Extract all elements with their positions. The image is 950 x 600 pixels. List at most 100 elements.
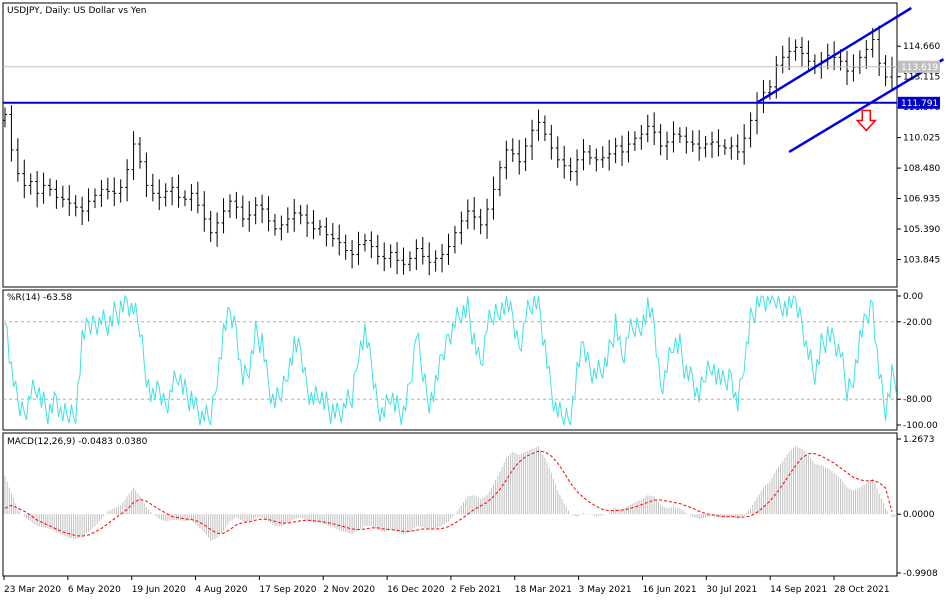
candle xyxy=(272,214,277,236)
williams-r-line xyxy=(4,294,897,426)
candle xyxy=(407,251,412,272)
channel-lower-line xyxy=(788,58,945,153)
candle xyxy=(639,124,644,150)
time-tick-label: 28 Oct 2021 xyxy=(834,585,890,595)
candle xyxy=(47,178,52,197)
candle xyxy=(581,139,586,171)
candle xyxy=(260,194,265,224)
williams-r-tick-label: 0.00 xyxy=(903,292,923,302)
candle xyxy=(266,196,271,232)
williams-r-axis: 0.00 -20.00 -80.00 -100.00 xyxy=(897,292,938,431)
macd-axis: 1.2673 0.0000 -0.9908 xyxy=(897,435,938,579)
candle xyxy=(684,126,689,154)
price-annotations xyxy=(3,6,945,153)
candle xyxy=(716,129,721,157)
price-highlight-label: 113.619 xyxy=(901,63,938,73)
candle xyxy=(729,136,734,160)
candle xyxy=(337,224,342,256)
macd-tick-label: 1.2673 xyxy=(903,435,935,445)
candle xyxy=(440,243,445,273)
candle xyxy=(60,185,65,208)
candle xyxy=(137,137,142,169)
candle xyxy=(247,201,252,232)
time-tick-label: 17 Sep 2020 xyxy=(259,585,316,595)
time-tick-label: 3 May 2021 xyxy=(579,585,632,595)
candle xyxy=(350,240,355,269)
candle xyxy=(620,135,625,166)
candle xyxy=(793,39,798,61)
candle xyxy=(504,140,509,180)
candle xyxy=(54,180,59,209)
candle xyxy=(748,112,753,148)
candle xyxy=(530,119,535,160)
candle xyxy=(864,40,869,69)
candle xyxy=(613,137,618,164)
price-tick-label: 105.390 xyxy=(903,225,940,235)
time-tick-label: 30 Jul 2021 xyxy=(706,585,757,595)
candle xyxy=(388,244,393,268)
candle xyxy=(433,250,438,272)
price-axis: 114.660113.115111.570110.025108.480106.9… xyxy=(897,42,940,265)
time-tick-label: 16 Dec 2020 xyxy=(387,585,445,595)
candle xyxy=(170,176,175,206)
candle xyxy=(163,183,168,207)
price-panel[interactable]: USDJPY, Daily: US Dollar vs Yen 114.660 1… xyxy=(2,2,945,288)
candle xyxy=(253,197,258,225)
williams-r-series xyxy=(4,294,897,426)
candle xyxy=(240,195,245,228)
williams-r-tick-label: -100.00 xyxy=(903,421,938,431)
candle xyxy=(324,217,329,247)
candle xyxy=(703,135,708,158)
candle xyxy=(215,212,220,247)
candle xyxy=(182,190,187,207)
macd-signal-series xyxy=(4,450,893,537)
price-highlight-box xyxy=(898,96,940,109)
price-tick-label: 103.845 xyxy=(903,255,940,265)
price-tick-label: 108.480 xyxy=(903,164,940,174)
candle xyxy=(317,219,322,236)
down-arrow-icon xyxy=(855,109,877,132)
candle xyxy=(645,114,650,143)
candle xyxy=(697,130,702,161)
price-tick-label: 110.025 xyxy=(903,134,940,144)
time-tick-label: 2 Nov 2020 xyxy=(323,585,375,595)
candle xyxy=(112,177,117,207)
candle xyxy=(845,50,850,86)
candle xyxy=(652,112,657,146)
macd-panel[interactable]: MACD(12,26,9) -0.0483 0.0380 1.2673 0.000… xyxy=(2,432,938,579)
candle xyxy=(600,146,605,168)
candle xyxy=(446,233,451,265)
candle xyxy=(472,197,477,230)
candle xyxy=(343,234,348,260)
candle xyxy=(28,173,33,195)
candle xyxy=(234,191,239,219)
candle xyxy=(414,239,419,271)
price-highlight-box xyxy=(898,60,940,73)
candle xyxy=(227,194,232,218)
candle xyxy=(877,25,882,77)
candle xyxy=(536,109,541,141)
candle xyxy=(478,208,483,235)
candle xyxy=(285,207,290,233)
candle xyxy=(356,231,361,265)
candle xyxy=(305,204,310,237)
candle xyxy=(105,177,110,200)
macd-signal-line xyxy=(4,450,893,537)
candle xyxy=(485,198,490,239)
candle xyxy=(626,131,631,163)
candle xyxy=(125,159,130,202)
candle xyxy=(195,181,200,214)
time-tick-label: 14 Sep 2021 xyxy=(770,585,827,595)
williams-r-panel[interactable]: %R(14) -63.58 0.00 -20.00 -80.00 -100.00 xyxy=(2,289,938,431)
candle xyxy=(369,231,374,259)
williams-r-tick-label: -80.00 xyxy=(903,395,932,405)
candle xyxy=(568,157,573,181)
candle xyxy=(208,210,213,243)
candle xyxy=(80,196,85,226)
candle xyxy=(510,138,515,162)
candle xyxy=(35,171,40,208)
candle xyxy=(375,234,380,265)
candle xyxy=(452,225,457,254)
candle xyxy=(150,173,155,202)
